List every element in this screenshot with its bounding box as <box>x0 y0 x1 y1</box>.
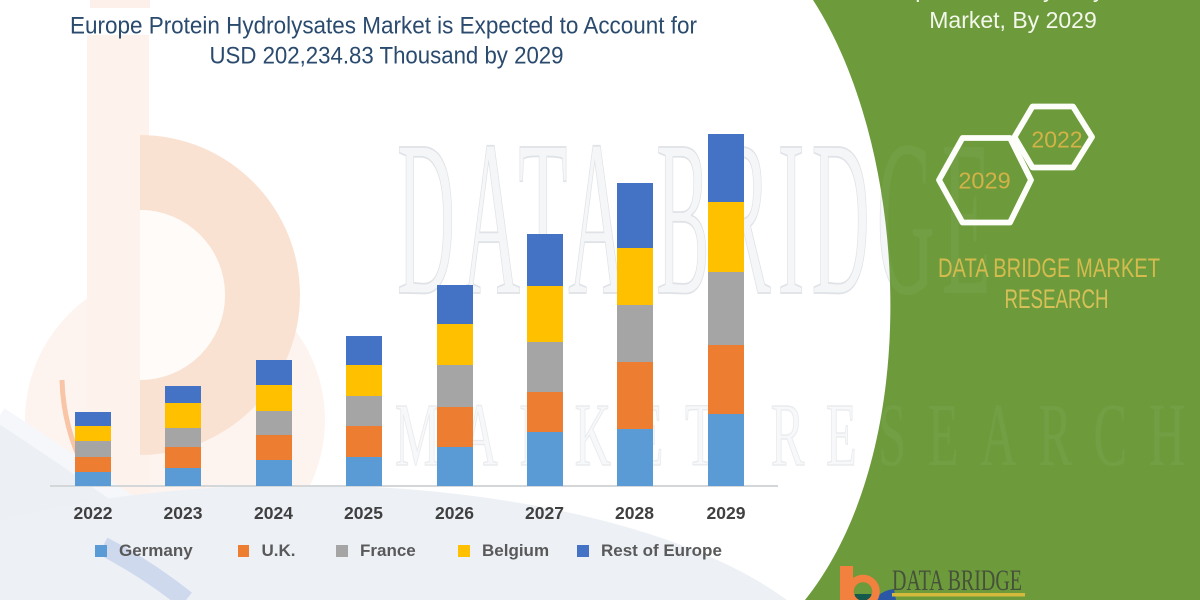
svg-text:RESEARCH: RESEARCH <box>1005 284 1109 314</box>
svg-text:DATA BRIDGE MARKET: DATA BRIDGE MARKET <box>938 253 1160 283</box>
svg-text:2022: 2022 <box>1031 127 1082 153</box>
svg-text:USD 202,234.83 Thousand by 202: USD 202,234.83 Thousand by 2029 <box>210 43 564 70</box>
svg-text:DATA BRIDGE: DATA BRIDGE <box>892 564 1022 597</box>
svg-text:Europe Protein Hydrolysates Ma: Europe Protein Hydrolysates Market is Ex… <box>70 13 697 40</box>
svg-text:2029: 2029 <box>958 168 1010 194</box>
